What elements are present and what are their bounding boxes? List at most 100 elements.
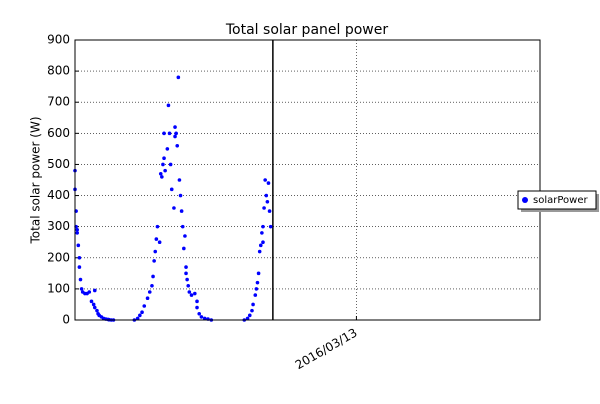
point [263, 178, 267, 182]
point [247, 313, 252, 318]
point [265, 199, 270, 204]
point [268, 224, 273, 229]
point [87, 290, 92, 294]
point [182, 246, 186, 251]
point [266, 181, 271, 185]
point [179, 209, 184, 213]
point [162, 156, 166, 161]
y-tick-label: 0 [62, 313, 70, 327]
point [92, 288, 97, 293]
point [177, 178, 182, 182]
point [251, 302, 255, 307]
point [89, 299, 94, 304]
point [260, 231, 264, 235]
point [165, 147, 170, 151]
y-axis-label: Total solar power (W) [29, 116, 43, 244]
y-tick-label: 200 [47, 250, 70, 264]
point [150, 283, 154, 288]
point [264, 193, 269, 198]
point [172, 206, 176, 210]
point [261, 224, 265, 229]
point [78, 277, 83, 282]
point [151, 274, 155, 279]
y-tick-label: 600 [47, 126, 70, 140]
y-tick-label: 500 [47, 157, 70, 171]
point [176, 75, 181, 80]
point [199, 315, 204, 319]
point [95, 308, 99, 313]
point [202, 316, 207, 321]
legend-label: solarPower [533, 195, 588, 206]
point [142, 304, 147, 308]
point [163, 168, 167, 173]
point [193, 291, 197, 296]
point [157, 240, 162, 245]
point [169, 187, 174, 192]
y-tick-label: 800 [47, 64, 70, 78]
point [189, 293, 194, 297]
point [197, 311, 202, 316]
point [75, 227, 79, 232]
point [145, 296, 150, 301]
plot-frame [74, 39, 541, 321]
point [138, 313, 142, 318]
point [255, 280, 260, 285]
point [258, 243, 263, 248]
legend: solarPower [517, 190, 599, 212]
point [160, 175, 164, 179]
point [135, 316, 140, 321]
point [185, 277, 189, 282]
point [153, 249, 158, 254]
point [161, 162, 165, 167]
point [92, 305, 97, 310]
point [178, 193, 183, 198]
point [186, 283, 191, 288]
point [256, 271, 261, 276]
point [154, 237, 159, 241]
point [195, 299, 199, 304]
point [262, 206, 266, 210]
point [253, 293, 258, 297]
point [158, 171, 163, 176]
point [257, 249, 262, 254]
point [174, 131, 178, 136]
point [140, 310, 144, 315]
point [180, 224, 185, 229]
legend-marker [522, 197, 528, 203]
point [76, 243, 81, 248]
point [261, 240, 265, 245]
y-tick-label: 100 [47, 281, 70, 295]
point [173, 134, 177, 139]
point [168, 162, 173, 167]
point [187, 290, 192, 294]
point [267, 209, 272, 213]
y-tick-label: 400 [47, 188, 70, 202]
point [184, 271, 188, 276]
y-tick-label: 900 [47, 33, 70, 47]
point [147, 290, 152, 294]
point [254, 287, 259, 291]
point [173, 125, 177, 129]
point [195, 305, 199, 310]
point [245, 316, 250, 321]
point [184, 265, 188, 269]
point [79, 287, 84, 291]
chart-title: Total solar panel power [225, 22, 388, 38]
point [155, 224, 160, 229]
point [175, 143, 180, 148]
point [152, 259, 156, 263]
point [77, 265, 82, 269]
point [167, 131, 172, 136]
point [77, 255, 82, 260]
y-tick-label: 700 [47, 95, 70, 109]
point [162, 131, 166, 136]
point [91, 302, 96, 307]
point [183, 234, 187, 238]
legend-box [517, 190, 597, 210]
point [250, 308, 254, 313]
point [166, 103, 171, 108]
point [75, 231, 79, 235]
y-tick-label: 300 [47, 219, 70, 233]
